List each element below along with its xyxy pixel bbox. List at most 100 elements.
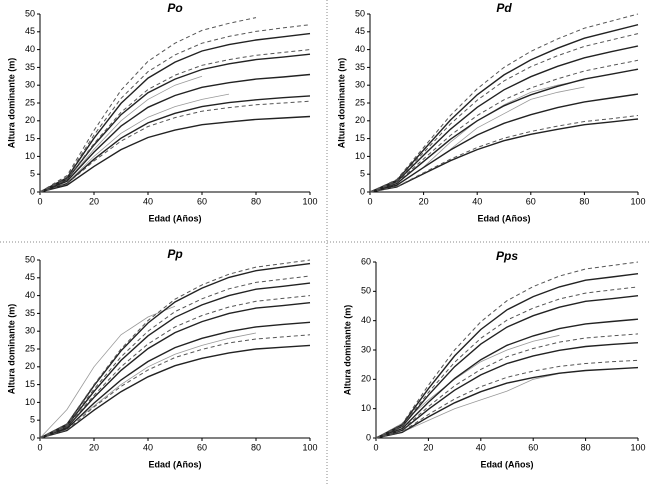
y-tick-label: 15 [25,379,35,389]
panel: Pps Edad (Años) Altura dominante (m) 0 10 20 3… [342,249,645,469]
chart-title: Po [167,1,182,15]
series-line [423,79,585,168]
series-line [39,321,311,439]
y-tick-label: 15 [25,133,35,143]
y-tick-label: 10 [355,151,365,161]
y-tick-label: 0 [366,432,371,442]
y-tick-label: 25 [355,97,365,107]
x-tick-label: 20 [89,196,99,206]
y-tick-label: 35 [355,62,365,72]
series-line [39,344,311,439]
y-tick-label: 20 [361,374,371,384]
series-line [39,24,311,193]
x-tick-label: 80 [579,196,589,206]
y-tick-label: 20 [355,115,365,125]
series-line [39,305,176,439]
series-line [375,286,639,439]
y-tick-label: 35 [25,62,35,72]
y-tick-label: 35 [25,308,35,318]
chart-title: Pp [167,247,182,261]
series-line [369,24,639,193]
x-tick-label: 40 [143,196,153,206]
y-tick-label: 5 [30,169,35,179]
series-line [39,334,311,439]
series-line [369,13,639,193]
y-tick-label: 40 [361,315,371,325]
x-tick-label: 0 [37,442,42,452]
y-tick-label: 40 [355,44,365,54]
y-tick-label: 25 [25,343,35,353]
x-tick-label: 20 [423,442,433,452]
series-line [39,53,311,193]
y-axis-label: Altura dominante (m) [336,58,346,149]
series-line [39,115,311,193]
x-axis-label: Edad (Años) [149,459,202,469]
y-tick-label: 50 [355,8,365,18]
chart-title: Pd [496,1,512,15]
series-line [39,73,311,193]
y-tick-label: 40 [25,290,35,300]
series-line [375,366,639,439]
y-tick-label: 30 [361,344,371,354]
x-tick-label: 60 [528,442,538,452]
x-axis-label: Edad (Años) [481,459,534,469]
series-line [369,93,639,193]
x-tick-label: 60 [526,196,536,206]
x-tick-label: 80 [581,442,591,452]
y-tick-label: 20 [25,115,35,125]
series-line [375,261,639,439]
x-axis-label: Edad (Años) [478,213,531,223]
x-tick-label: 0 [373,442,378,452]
y-tick-label: 20 [25,361,35,371]
series-line [39,95,311,193]
series-line [375,333,639,439]
x-tick-label: 100 [302,442,317,452]
y-tick-label: 25 [25,97,35,107]
series-line [39,259,311,439]
x-tick-label: 20 [419,196,429,206]
series-line [375,359,639,439]
series-line [369,68,639,193]
series-line [450,86,585,150]
x-tick-label: 100 [630,442,645,452]
series-line [39,100,311,193]
series-line [66,93,230,184]
y-tick-label: 5 [360,169,365,179]
y-axis-label: Altura dominante (m) [6,304,16,395]
y-axis-label: Altura dominante (m) [342,305,352,396]
y-tick-label: 60 [361,256,371,266]
chart-title: Pps [496,249,518,263]
y-tick-label: 0 [30,186,35,196]
y-tick-label: 30 [355,80,365,90]
series-line [369,33,639,193]
y-tick-label: 0 [360,186,365,196]
y-tick-label: 10 [25,397,35,407]
x-tick-label: 40 [472,196,482,206]
y-tick-label: 15 [355,133,365,143]
x-tick-label: 100 [630,196,645,206]
y-tick-label: 50 [25,8,35,18]
panel: Pd Edad (Años) Altura dominante (m) 0 5 10 15 2… [336,1,645,223]
series-line [39,262,311,439]
y-tick-label: 45 [25,272,35,282]
y-tick-label: 30 [25,326,35,336]
x-tick-label: 60 [197,196,207,206]
x-tick-label: 20 [89,442,99,452]
panel: Pp Edad (Años) Altura dominante (m) 0 5 10 15 2… [6,247,317,469]
series-line [39,75,203,193]
y-axis-label: Altura dominante (m) [6,58,16,149]
series-line [369,118,639,193]
series-line [39,49,311,193]
series-line [369,59,639,193]
series-line [39,295,311,439]
x-tick-label: 40 [143,442,153,452]
y-tick-label: 50 [25,254,35,264]
x-tick-label: 80 [251,196,261,206]
series-line [39,32,311,193]
series-line [369,45,639,193]
y-tick-label: 45 [25,26,35,36]
series-line [375,273,639,439]
y-tick-label: 45 [355,26,365,36]
